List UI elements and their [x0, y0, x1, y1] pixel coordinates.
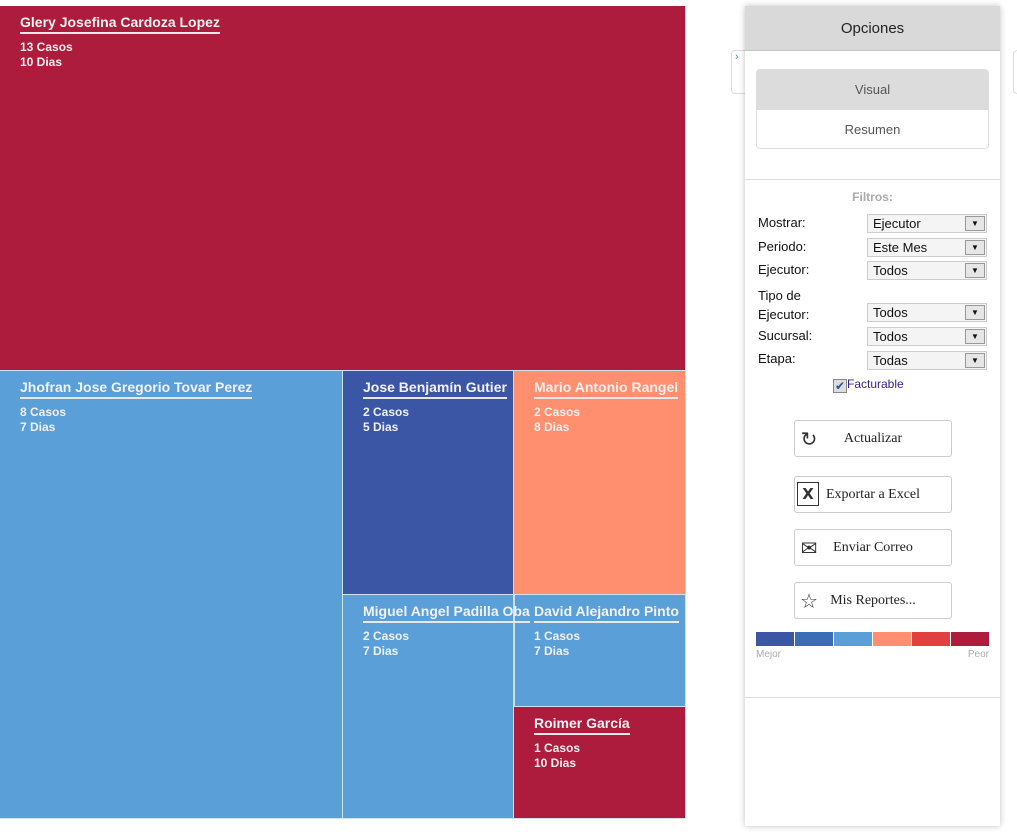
divider [745, 697, 1000, 698]
button-label: Enviar Correo [833, 540, 913, 555]
select-value: Ejecutor [873, 216, 921, 231]
button-label: Actualizar [843, 431, 903, 446]
cell-casos: 2 Casos [363, 629, 410, 643]
scale-high-label: Peor [967, 649, 989, 660]
cell-name: Miguel Angel Padilla Oba [363, 603, 530, 623]
scale-swatch [873, 632, 911, 646]
view-tabs: Visual Resumen [756, 69, 989, 149]
filters-title: Filtros: [852, 190, 893, 204]
filter-label: Sucursal: [758, 328, 813, 343]
cell-dias: 8 Dias [534, 420, 570, 434]
excel-icon: X [797, 482, 819, 506]
scale-swatch [834, 632, 872, 646]
mail-icon: ✉ [800, 536, 818, 560]
filter-label: Mostrar: [758, 215, 806, 230]
cell-name: Glery Josefina Cardoza Lopez [20, 14, 220, 34]
cell-dias: 7 Dias [534, 644, 570, 658]
options-panel: Opciones Visual Resumen Filtros: Mostrar… [745, 6, 1000, 826]
side-tab[interactable] [1013, 50, 1017, 94]
dropdown-arrow-icon: ▼ [965, 216, 985, 231]
checkbox-label: Facturable [847, 377, 904, 391]
cell-name: David Alejandro Pinto [534, 603, 679, 623]
checkmark-icon: ✔ [833, 379, 847, 393]
panel-title: Opciones [745, 6, 1000, 51]
tab-resumen[interactable]: Resumen [844, 122, 901, 137]
cell-casos: 8 Casos [20, 405, 67, 419]
scale-swatch [795, 632, 833, 646]
color-scale [756, 632, 989, 646]
actualizar-button[interactable]: ↻ Actualizar [794, 420, 952, 457]
select-value: Todas [873, 353, 908, 368]
etapa-select[interactable]: Todas ▼ [867, 351, 987, 370]
ejecutor-select[interactable]: Todos ▼ [867, 261, 987, 280]
cell-name: Mario Antonio Rangel [534, 379, 679, 399]
mostrar-select[interactable]: Ejecutor ▼ [867, 214, 987, 233]
filter-label: Tipo de Ejecutor: [758, 288, 810, 322]
treemap-cell[interactable]: Mario Antonio Rangel 2 Casos 8 Dias [514, 371, 686, 595]
scale-swatch [951, 632, 989, 646]
cell-dias: 10 Dias [20, 55, 63, 69]
dropdown-arrow-icon: ▼ [965, 240, 985, 255]
cell-dias: 5 Dias [363, 420, 399, 434]
treemap: Glery Josefina Cardoza Lopez 13 Casos 10… [0, 6, 686, 819]
scale-low-label: Mejor [756, 649, 782, 660]
cell-casos: 1 Casos [534, 741, 581, 755]
treemap-cell[interactable]: David Alejandro Pinto 1 Casos 7 Dias [514, 595, 686, 707]
cell-casos: 2 Casos [363, 405, 410, 419]
scale-swatch [756, 632, 794, 646]
dropdown-arrow-icon: ▼ [965, 305, 985, 320]
tipo-ejecutor-select[interactable]: Todos ▼ [867, 303, 987, 322]
cell-dias: 10 Dias [534, 756, 577, 770]
tab-visual[interactable]: Visual [757, 70, 988, 110]
cell-casos: 2 Casos [534, 405, 581, 419]
star-icon: ☆ [800, 589, 818, 613]
refresh-icon: ↻ [800, 427, 818, 451]
cell-casos: 1 Casos [534, 629, 581, 643]
treemap-cell[interactable]: Miguel Angel Padilla Oba 2 Casos 7 Dias [343, 595, 530, 819]
select-value: Todos [873, 305, 908, 320]
mis-reportes-button[interactable]: ☆ Mis Reportes... [794, 582, 952, 619]
cell-casos: 13 Casos [20, 40, 73, 54]
treemap-cell-bg [514, 595, 686, 707]
select-value: Todos [873, 329, 908, 344]
dropdown-arrow-icon: ▼ [965, 329, 985, 344]
treemap-cell[interactable]: Jhofran Jose Gregorio Tovar Perez 8 Caso… [0, 371, 343, 819]
dropdown-arrow-icon: ▼ [965, 353, 985, 368]
scale-swatch [912, 632, 950, 646]
cell-name: Jhofran Jose Gregorio Tovar Perez [20, 379, 253, 399]
filter-label: Periodo: [758, 239, 807, 254]
divider [745, 179, 1000, 180]
cell-dias: 7 Dias [363, 644, 399, 658]
treemap-cell[interactable]: Glery Josefina Cardoza Lopez 13 Casos 10… [0, 6, 686, 371]
select-value: Este Mes [873, 240, 928, 255]
exportar-excel-button[interactable]: X Exportar a Excel [794, 476, 952, 513]
cell-dias: 7 Dias [20, 420, 56, 434]
sucursal-select[interactable]: Todos ▼ [867, 327, 987, 346]
cell-name: Roimer García [534, 715, 630, 735]
filter-label: Etapa: [758, 351, 796, 366]
periodo-select[interactable]: Este Mes ▼ [867, 238, 987, 257]
button-label: Mis Reportes... [830, 593, 916, 608]
treemap-cell[interactable]: Roimer García 1 Casos 10 Dias [514, 707, 686, 819]
cell-name: Jose Benjamín Gutier [363, 379, 507, 399]
enviar-correo-button[interactable]: ✉ Enviar Correo [794, 529, 952, 566]
chevron-right-icon: › [735, 51, 739, 63]
facturable-checkbox[interactable]: ✔ Facturable [833, 377, 904, 393]
dropdown-arrow-icon: ▼ [965, 263, 985, 278]
filter-label: Ejecutor: [758, 262, 810, 277]
button-label: Exportar a Excel [825, 487, 921, 502]
treemap-cell[interactable]: Jose Benjamín Gutier 2 Casos 5 Dias [343, 371, 514, 595]
select-value: Todos [873, 263, 908, 278]
